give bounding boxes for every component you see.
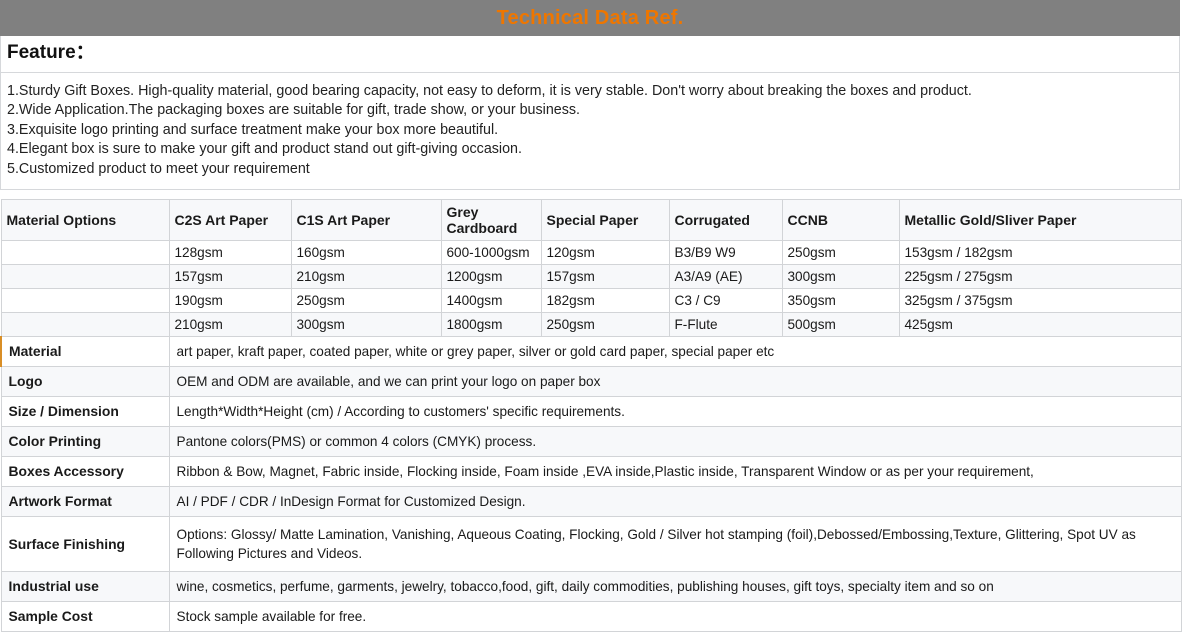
spec-row-boxes-accessory: Boxes Accessory Ribbon & Bow, Magnet, Fa… <box>0 455 1182 487</box>
spec-row-sample-cost: Sample Cost Stock sample available for f… <box>0 600 1182 632</box>
page-title-bar: Technical Data Ref. <box>0 0 1180 36</box>
spec-value-logo: OEM and ODM are available, and we can pr… <box>168 365 1182 397</box>
header-cell-material-options: Material Options <box>0 198 170 241</box>
material-options-header-row: Material Options C2S Art Paper C1S Art P… <box>0 198 1182 241</box>
header-cell-c2s-art-paper: C2S Art Paper <box>168 198 292 241</box>
spec-label-sample-cost: Sample Cost <box>0 600 170 632</box>
feature-heading-row: Feature： <box>1 36 1179 73</box>
spec-value-sample-cost: Stock sample available for free. <box>168 600 1182 632</box>
cell-special: 157gsm <box>540 263 670 289</box>
technical-data-table: Material Options C2S Art Paper C1S Art P… <box>0 198 1182 632</box>
cell-special: 182gsm <box>540 287 670 313</box>
cell-metallic: 225gsm / 275gsm <box>898 263 1182 289</box>
feature-line-2: 2.Wide Application.The packaging boxes a… <box>7 102 580 119</box>
spec-label-boxes-accessory: Boxes Accessory <box>0 455 170 487</box>
cell-material-options <box>0 239 170 265</box>
cell-ccnb: 500gsm <box>781 311 900 337</box>
feature-heading: Feature： <box>7 42 95 63</box>
spec-value-artwork-format: AI / PDF / CDR / InDesign Format for Cus… <box>168 485 1182 517</box>
spec-row-color-printing: Color Printing Pantone colors(PMS) or co… <box>0 425 1182 457</box>
cell-special: 250gsm <box>540 311 670 337</box>
spec-value-size-dimension: Length*Width*Height (cm) / According to … <box>168 395 1182 427</box>
spec-row-surface-finishing: Surface Finishing Options: Glossy/ Matte… <box>0 515 1182 572</box>
cell-c2s: 128gsm <box>168 239 292 265</box>
feature-line-4: 4.Elegant box is sure to make your gift … <box>7 141 522 158</box>
spec-value-material: art paper, kraft paper, coated paper, wh… <box>168 335 1182 367</box>
cell-c2s: 210gsm <box>168 311 292 337</box>
spec-label-industrial-use: Industrial use <box>0 570 170 602</box>
cell-grey: 1400gsm <box>440 287 542 313</box>
feature-line-1: 1.Sturdy Gift Boxes. High-quality materi… <box>7 82 972 99</box>
spec-value-surface-finishing: Options: Glossy/ Matte Lamination, Vanis… <box>168 515 1182 572</box>
spec-label-surface-finishing: Surface Finishing <box>0 515 170 572</box>
cell-ccnb: 300gsm <box>781 263 900 289</box>
spec-label-logo: Logo <box>0 365 170 397</box>
header-cell-special-paper: Special Paper <box>540 198 670 241</box>
cell-ccnb: 350gsm <box>781 287 900 313</box>
cell-metallic: 153gsm / 182gsm <box>898 239 1182 265</box>
cell-c1s: 210gsm <box>290 263 442 289</box>
cell-grey: 600-1000gsm <box>440 239 542 265</box>
spec-row-logo: Logo OEM and ODM are available, and we c… <box>0 365 1182 397</box>
cell-c2s: 157gsm <box>168 263 292 289</box>
cell-material-options <box>0 287 170 313</box>
spec-label-size-dimension: Size / Dimension <box>0 395 170 427</box>
spec-value-boxes-accessory: Ribbon & Bow, Magnet, Fabric inside, Flo… <box>168 455 1182 487</box>
table-row: 190gsm 250gsm 1400gsm 182gsm C3 / C9 350… <box>0 287 1182 313</box>
cell-grey: 1200gsm <box>440 263 542 289</box>
cell-metallic: 425gsm <box>898 311 1182 337</box>
table-row: 157gsm 210gsm 1200gsm 157gsm A3/A9 (AE) … <box>0 263 1182 289</box>
feature-list: 1.Sturdy Gift Boxes. High-quality materi… <box>1 73 1179 189</box>
cell-c1s: 160gsm <box>290 239 442 265</box>
feature-line-3: 3.Exquisite logo printing and surface tr… <box>7 121 499 138</box>
cell-corrugated: F-Flute <box>668 311 783 337</box>
cell-ccnb: 250gsm <box>781 239 900 265</box>
table-row: 210gsm 300gsm 1800gsm 250gsm F-Flute 500… <box>0 311 1182 337</box>
spec-row-material: Material art paper, kraft paper, coated … <box>0 335 1182 367</box>
spec-value-industrial-use: wine, cosmetics, perfume, garments, jewe… <box>168 570 1182 602</box>
spec-row-artwork-format: Artwork Format AI / PDF / CDR / InDesign… <box>0 485 1182 517</box>
feature-line-5: 5.Customized product to meet your requir… <box>7 160 310 177</box>
spec-label-artwork-format: Artwork Format <box>0 485 170 517</box>
cell-corrugated: A3/A9 (AE) <box>668 263 783 289</box>
header-cell-metallic-gold-sliver-paper: Metallic Gold/Sliver Paper <box>898 198 1182 241</box>
header-cell-corrugated: Corrugated <box>668 198 783 241</box>
spec-label-color-printing: Color Printing <box>0 425 170 457</box>
cell-corrugated: B3/B9 W9 <box>668 239 783 265</box>
cell-material-options <box>0 311 170 337</box>
cell-c1s: 300gsm <box>290 311 442 337</box>
cell-material-options <box>0 263 170 289</box>
cell-grey: 1800gsm <box>440 311 542 337</box>
table-row: 128gsm 160gsm 600-1000gsm 120gsm B3/B9 W… <box>0 239 1182 265</box>
spec-value-color-printing: Pantone colors(PMS) or common 4 colors (… <box>168 425 1182 457</box>
spec-row-industrial-use: Industrial use wine, cosmetics, perfume,… <box>0 570 1182 602</box>
cell-c1s: 250gsm <box>290 287 442 313</box>
spec-label-material: Material <box>0 335 170 367</box>
cell-metallic: 325gsm / 375gsm <box>898 287 1182 313</box>
header-cell-ccnb: CCNB <box>781 198 900 241</box>
cell-c2s: 190gsm <box>168 287 292 313</box>
header-cell-c1s-art-paper: C1S Art Paper <box>290 198 442 241</box>
cell-corrugated: C3 / C9 <box>668 287 783 313</box>
page-title: Technical Data Ref. <box>496 7 684 29</box>
spec-row-size-dimension: Size / Dimension Length*Width*Height (cm… <box>0 395 1182 427</box>
feature-section: Feature： 1.Sturdy Gift Boxes. High-quali… <box>0 36 1180 190</box>
cell-special: 120gsm <box>540 239 670 265</box>
section-spacer <box>0 190 1187 199</box>
header-cell-grey-cardboard: Grey Cardboard <box>440 198 542 241</box>
